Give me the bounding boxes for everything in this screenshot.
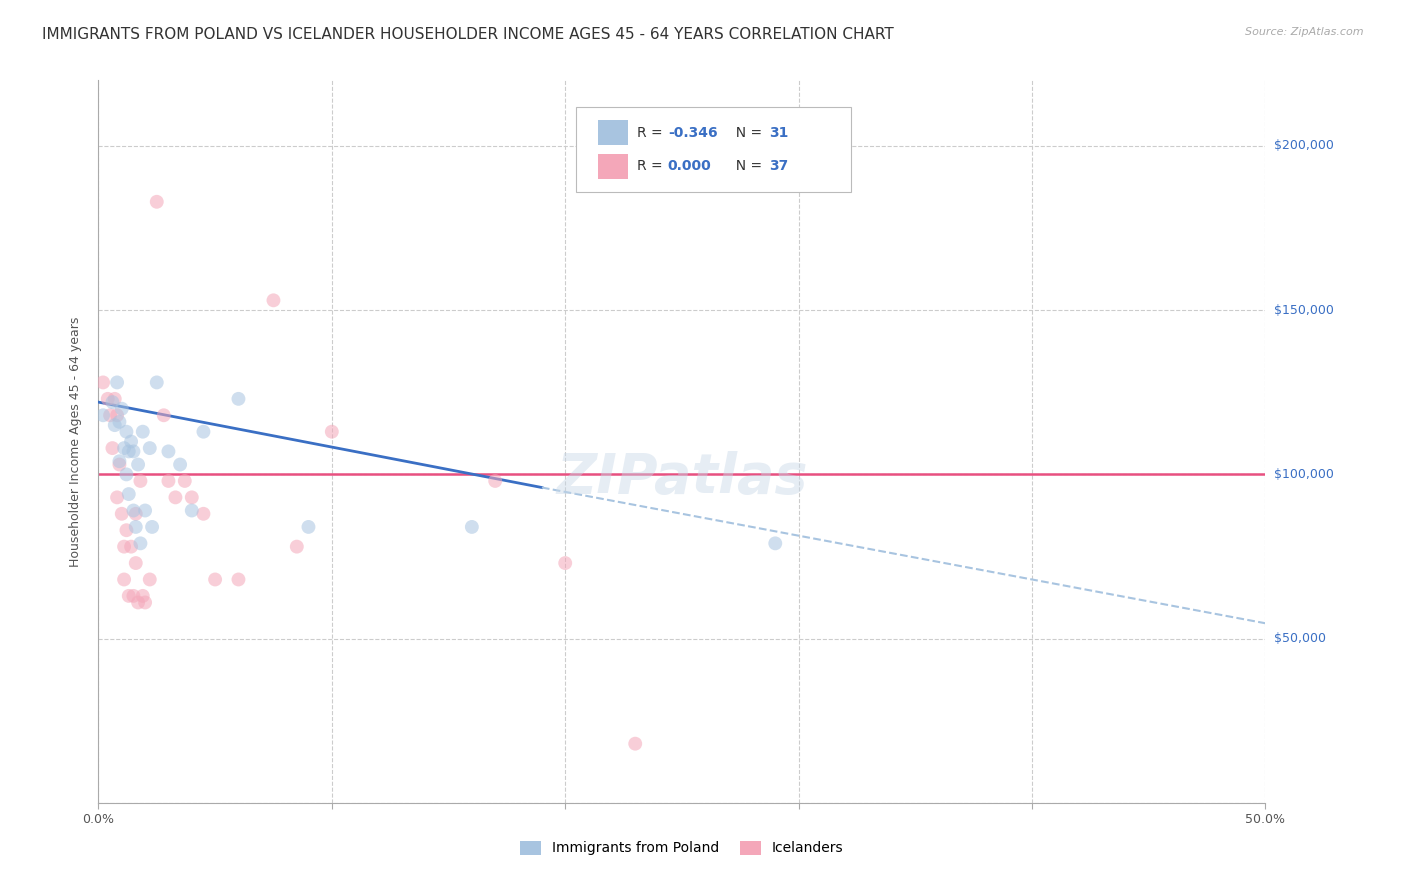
Point [98,409,121,423]
Point [115,523,138,537]
Text: 0.000: 0.000 [668,159,711,173]
Point [115,467,138,482]
Text: IMMIGRANTS FROM POLAND VS ICELANDER HOUSEHOLDER INCOME AGES 45 - 64 YEARS CORREL: IMMIGRANTS FROM POLAND VS ICELANDER HOUS… [42,27,894,42]
Text: R =: R = [637,159,666,173]
Text: $100,000: $100,000 [1274,468,1334,481]
Point [193,507,215,521]
Point [120,540,142,554]
Text: ZIPatlas: ZIPatlas [557,450,807,505]
Point [112,540,135,554]
Point [285,540,308,554]
Point [152,409,174,423]
Point [118,444,141,458]
Point [112,573,135,587]
Point [125,507,148,521]
Point [204,573,226,587]
Point [108,458,131,472]
Point [111,507,134,521]
Point [132,589,155,603]
Point [108,454,131,468]
Point [101,441,124,455]
Text: $150,000: $150,000 [1274,303,1334,317]
Point [118,487,141,501]
Point [297,520,319,534]
Point [125,556,148,570]
Point [321,425,343,439]
Point [134,595,156,609]
Point [139,573,162,587]
Point [132,425,155,439]
Point [115,425,138,439]
Y-axis label: Householder Income Ages 45 - 64 years: Householder Income Ages 45 - 64 years [69,317,83,566]
Point [165,491,187,505]
Text: 31: 31 [769,126,789,140]
Point [173,474,195,488]
Point [134,503,156,517]
Point [129,536,152,550]
Point [461,520,484,534]
Point [122,444,145,458]
Text: R =: R = [637,126,666,140]
Point [127,595,149,609]
Text: N =: N = [727,126,766,140]
Point [91,409,114,423]
Point [157,474,180,488]
Point [169,458,191,472]
Point [228,392,250,406]
Point [146,376,169,390]
Point [125,520,148,534]
Point [484,474,506,488]
Point [105,376,128,390]
Point [129,474,152,488]
Point [763,536,786,550]
Point [139,441,162,455]
Point [91,376,114,390]
Point [111,401,134,416]
Point [262,293,284,308]
Point [122,589,145,603]
Point [108,415,131,429]
Point [105,409,128,423]
Point [112,441,135,455]
Point [101,395,124,409]
Text: $50,000: $50,000 [1274,632,1326,645]
Point [146,194,169,209]
Point [122,503,145,517]
Point [141,520,163,534]
Point [105,491,128,505]
Point [97,392,120,406]
Text: $200,000: $200,000 [1274,139,1334,153]
Text: N =: N = [727,159,766,173]
Text: Source: ZipAtlas.com: Source: ZipAtlas.com [1246,27,1364,37]
Point [193,425,215,439]
Text: 37: 37 [769,159,789,173]
Point [554,556,576,570]
Point [180,503,202,517]
Point [180,491,202,505]
Point [228,573,250,587]
Point [104,392,127,406]
Point [104,418,127,433]
Text: -0.346: -0.346 [668,126,717,140]
Point [127,458,149,472]
Point [624,737,647,751]
Point [157,444,180,458]
Point [118,589,141,603]
Point [120,434,142,449]
Legend: Immigrants from Poland, Icelanders: Immigrants from Poland, Icelanders [515,835,849,861]
